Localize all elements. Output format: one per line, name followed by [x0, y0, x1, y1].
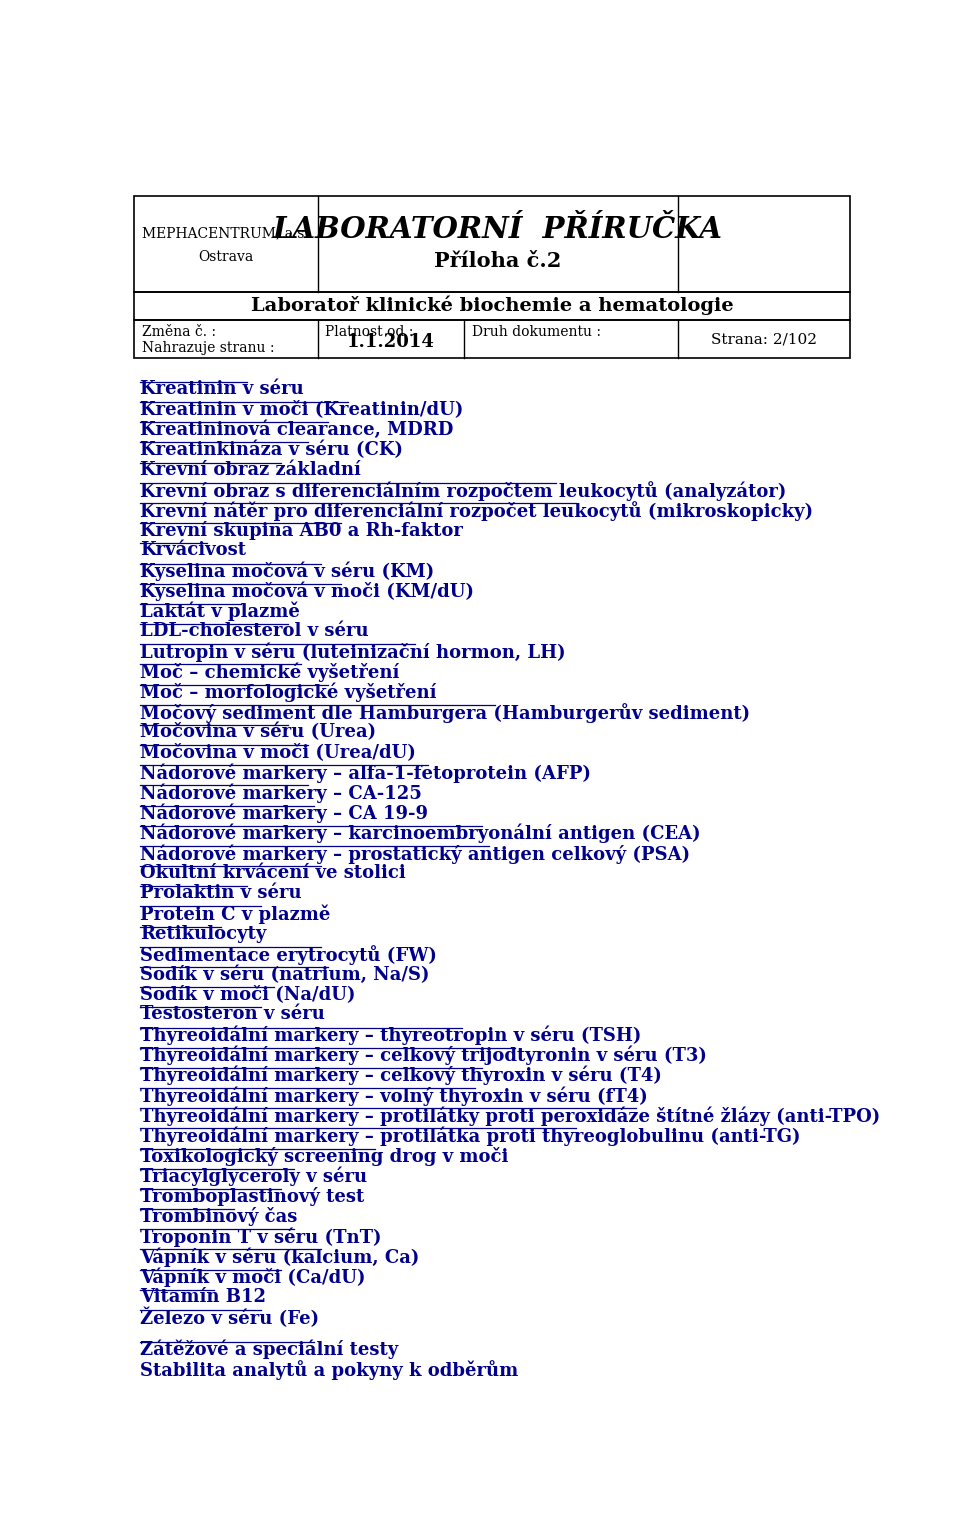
Text: Kreatinin v séru: Kreatinin v séru — [140, 380, 304, 398]
Text: Thyreoidální markery – celkový thyroxin v séru (T4): Thyreoidální markery – celkový thyroxin … — [140, 1066, 662, 1085]
Text: Kyselina močová v moči (KM/dU): Kyselina močová v moči (KM/dU) — [140, 581, 474, 601]
Text: Krevní skupina AB0 a Rh-faktor: Krevní skupina AB0 a Rh-faktor — [140, 521, 463, 540]
Text: Nádorové markery – alfa-1-fetoprotein (AFP): Nádorové markery – alfa-1-fetoprotein (A… — [140, 764, 591, 783]
Text: Vitamín B12: Vitamín B12 — [140, 1287, 266, 1305]
Text: Nádorové markery – CA-125: Nádorové markery – CA-125 — [140, 783, 422, 803]
Text: Trombinový čas: Trombinový čas — [140, 1207, 298, 1227]
Text: Močovina v séru (Urea): Močovina v séru (Urea) — [140, 723, 376, 741]
Text: Kreatinkináza v séru (CK): Kreatinkináza v séru (CK) — [140, 440, 403, 458]
Text: Triacylglyceroly v séru: Triacylglyceroly v séru — [140, 1167, 368, 1187]
Text: Vápník v séru (kalcium, Ca): Vápník v séru (kalcium, Ca) — [140, 1248, 420, 1268]
Text: Krevní obraz s diferenciálním rozpočtem leukocytů (analyzátor): Krevní obraz s diferenciálním rozpočtem … — [140, 481, 786, 501]
Text: Thyreoidální markery – thyreotropin v séru (TSH): Thyreoidální markery – thyreotropin v sé… — [140, 1026, 641, 1044]
Text: Močový sediment dle Hamburgera (Hamburgerův sediment): Močový sediment dle Hamburgera (Hamburge… — [140, 703, 751, 723]
Text: Thyreoidální markery – volný thyroxin v séru (fT4): Thyreoidální markery – volný thyroxin v … — [140, 1087, 648, 1105]
Text: Thyreoidální markery – protilátka proti thyreoglobulinu (anti-TG): Thyreoidální markery – protilátka proti … — [140, 1126, 801, 1146]
Bar — [134, 196, 850, 291]
Text: Laboratoř klinické biochemie a hematologie: Laboratoř klinické biochemie a hematolog… — [251, 296, 733, 316]
Text: Thyreoidální markery – celkový trijodtyronin v séru (T3): Thyreoidální markery – celkový trijodtyr… — [140, 1046, 707, 1066]
Text: Nádorové markery – CA 19-9: Nádorové markery – CA 19-9 — [140, 803, 428, 823]
Text: Okultní krvácení ve stolici: Okultní krvácení ve stolici — [140, 864, 406, 882]
Text: Vápník v moči (Ca/dU): Vápník v moči (Ca/dU) — [140, 1268, 366, 1287]
Text: Změna č. :: Změna č. : — [142, 325, 216, 339]
Text: MEPHACENTRUM, a.s.: MEPHACENTRUM, a.s. — [142, 226, 309, 241]
Text: Krevní obraz základní: Krevní obraz základní — [140, 461, 361, 478]
Text: Sodík v moči (Na/dU): Sodík v moči (Na/dU) — [140, 985, 355, 1003]
Text: Kyselina močová v séru (KM): Kyselina močová v séru (KM) — [140, 562, 434, 581]
Text: Lutropin v séru (luteinizační hormon, LH): Lutropin v séru (luteinizační hormon, LH… — [140, 642, 565, 662]
Text: Sedimentace erytrocytů (FW): Sedimentace erytrocytů (FW) — [140, 944, 437, 965]
Text: Krvácivost: Krvácivost — [140, 542, 246, 560]
Text: Kreatininová clearance, MDRD: Kreatininová clearance, MDRD — [140, 420, 453, 439]
Text: 1.1.2014: 1.1.2014 — [347, 334, 435, 351]
Bar — [134, 320, 850, 358]
Text: Moč – chemické vyšetření: Moč – chemické vyšetření — [140, 662, 399, 682]
Text: Moč – morfologické vyšetření: Moč – morfologické vyšetření — [140, 683, 437, 703]
Text: Sodík v séru (natrium, Na/S): Sodík v séru (natrium, Na/S) — [140, 965, 430, 984]
Text: Krevní nátěr pro diferenciální rozpočet leukocytů (mikroskopicky): Krevní nátěr pro diferenciální rozpočet … — [140, 501, 813, 521]
Text: Nádorové markery – prostatický antigen celkový (PSA): Nádorové markery – prostatický antigen c… — [140, 844, 690, 864]
Text: Kreatinin v moči (Kreatinin/dU): Kreatinin v moči (Kreatinin/dU) — [140, 401, 464, 419]
Text: LDL-cholesterol v séru: LDL-cholesterol v séru — [140, 622, 369, 641]
Text: Druh dokumentu :: Druh dokumentu : — [472, 325, 601, 339]
Text: Močovina v moči (Urea/dU): Močovina v moči (Urea/dU) — [140, 744, 416, 761]
Text: Protein C v plazmě: Protein C v plazmě — [140, 905, 330, 924]
Text: Strana: 2/102: Strana: 2/102 — [711, 332, 817, 346]
Text: Platnost od :: Platnost od : — [325, 325, 414, 339]
Text: Testosteron v séru: Testosteron v séru — [140, 1005, 325, 1023]
Text: Příloha č.2: Příloha č.2 — [434, 250, 562, 270]
Text: Thyreoidální markery – protilátky proti peroxidáze štítné žlázy (anti-TPO): Thyreoidální markery – protilátky proti … — [140, 1107, 880, 1126]
Text: Retikulocyty: Retikulocyty — [140, 924, 267, 943]
Text: Tromboplastinový test: Tromboplastinový test — [140, 1187, 365, 1205]
Text: Stabilita analytů a pokyny k odběrům: Stabilita analytů a pokyny k odběrům — [140, 1360, 518, 1380]
Text: LABORATORNÍ  PŘÍRUČKA: LABORATORNÍ PŘÍRUČKA — [273, 216, 723, 244]
Text: Laktát v plazmě: Laktát v plazmě — [140, 603, 300, 621]
Text: Zátěžové a speciální testy: Zátěžové a speciální testy — [140, 1340, 398, 1359]
Text: Nahrazuje stranu :: Nahrazuje stranu : — [142, 340, 275, 355]
Text: Nádorové markery – karcinoembryonální antigen (CEA): Nádorové markery – karcinoembryonální an… — [140, 824, 701, 844]
Text: Toxikologický screening drog v moči: Toxikologický screening drog v moči — [140, 1146, 509, 1166]
Bar — [134, 291, 850, 320]
Text: Ostrava: Ostrava — [198, 250, 253, 264]
Text: Troponin T v séru (TnT): Troponin T v séru (TnT) — [140, 1228, 382, 1246]
Text: Prolaktin v séru: Prolaktin v séru — [140, 885, 301, 902]
Text: Železo v séru (Fe): Železo v séru (Fe) — [140, 1309, 320, 1328]
